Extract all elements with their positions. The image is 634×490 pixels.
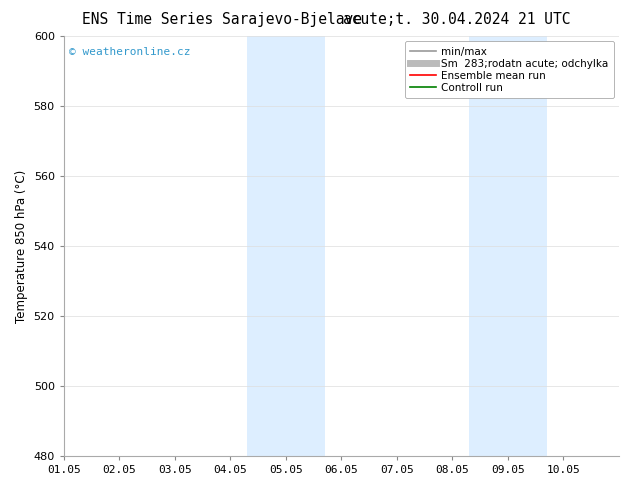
Y-axis label: Temperature 850 hPa (°C): Temperature 850 hPa (°C)	[15, 170, 28, 323]
Bar	[247, 36, 325, 456]
Legend: min/max, Sm  283;rodatn acute; odchylka, Ensemble mean run, Controll run: min/max, Sm 283;rodatn acute; odchylka, …	[405, 41, 614, 98]
Text: acute;t. 30.04.2024 21 UTC: acute;t. 30.04.2024 21 UTC	[343, 12, 570, 27]
Text: © weatheronline.cz: © weatheronline.cz	[69, 47, 191, 57]
Text: ENS Time Series Sarajevo-Bjelave: ENS Time Series Sarajevo-Bjelave	[82, 12, 362, 27]
Bar	[469, 36, 547, 456]
